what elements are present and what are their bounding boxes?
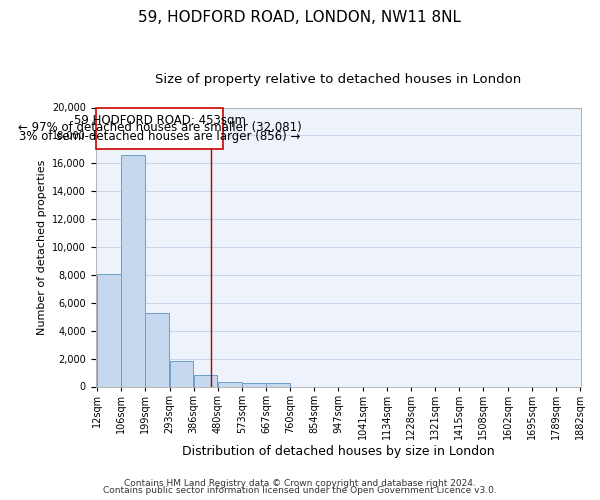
Bar: [96, 108, 223, 150]
Bar: [242, 383, 266, 386]
Bar: [97, 274, 121, 386]
Text: ← 97% of detached houses are smaller (32,081): ← 97% of detached houses are smaller (32…: [18, 122, 301, 134]
Bar: [145, 312, 169, 386]
Text: 59 HODFORD ROAD: 453sqm: 59 HODFORD ROAD: 453sqm: [74, 114, 245, 128]
Y-axis label: Number of detached properties: Number of detached properties: [37, 160, 47, 334]
Bar: [194, 376, 217, 386]
Text: Contains HM Land Registry data © Crown copyright and database right 2024.: Contains HM Land Registry data © Crown c…: [124, 478, 476, 488]
Text: 3% of semi-detached houses are larger (856) →: 3% of semi-detached houses are larger (8…: [19, 130, 300, 143]
Text: 59, HODFORD ROAD, LONDON, NW11 8NL: 59, HODFORD ROAD, LONDON, NW11 8NL: [139, 10, 461, 25]
X-axis label: Distribution of detached houses by size in London: Distribution of detached houses by size …: [182, 444, 495, 458]
Bar: [218, 382, 242, 386]
Bar: [170, 362, 193, 386]
Text: Contains public sector information licensed under the Open Government Licence v3: Contains public sector information licen…: [103, 486, 497, 495]
Bar: [266, 383, 290, 386]
Title: Size of property relative to detached houses in London: Size of property relative to detached ho…: [155, 72, 521, 86]
Bar: [121, 155, 145, 386]
